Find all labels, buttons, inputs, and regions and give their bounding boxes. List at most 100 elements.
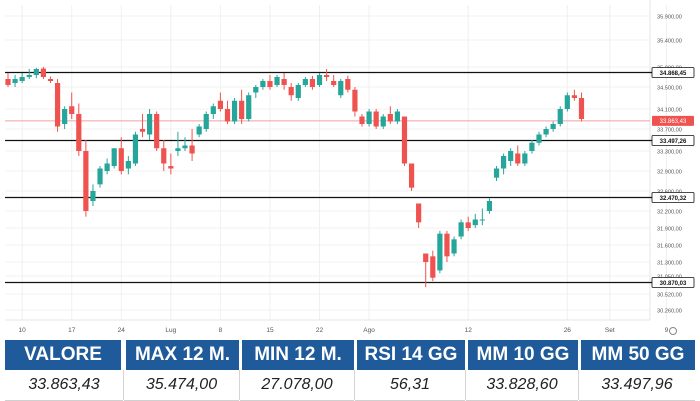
- candle-body: [154, 114, 160, 149]
- candle-body: [175, 148, 181, 151]
- candle-body: [168, 166, 174, 169]
- candle: [430, 250, 436, 282]
- candle: [97, 166, 103, 188]
- candle: [40, 67, 46, 79]
- settings-gear-icon: [669, 327, 677, 335]
- header-mm-10gg: MM 10 GG: [468, 340, 578, 370]
- candle: [260, 79, 266, 90]
- candle: [522, 151, 528, 166]
- y-tick-label: 30.260,00: [657, 309, 682, 315]
- candle: [401, 116, 408, 166]
- candle-body: [501, 156, 507, 169]
- y-tick-label: 32.900,00: [657, 170, 682, 176]
- candle-body: [295, 85, 301, 98]
- candle: [239, 89, 245, 124]
- candle: [231, 98, 238, 124]
- candle-body: [97, 168, 103, 185]
- candle: [302, 77, 308, 87]
- y-tick-label: 33.700,00: [657, 128, 682, 134]
- candle: [416, 203, 422, 228]
- candle: [380, 114, 386, 129]
- x-tick-label: 8: [219, 327, 223, 334]
- candle: [26, 69, 32, 79]
- stats-header-row: VALORE MAX 12 M. MIN 12 M. RSI 14 GG MM …: [5, 340, 695, 370]
- candle-body: [316, 75, 323, 85]
- candle-body: [345, 79, 351, 90]
- candle-body: [69, 106, 75, 114]
- x-tick-label: 12: [465, 327, 473, 334]
- candle: [132, 131, 139, 166]
- candle-body: [62, 109, 68, 124]
- candle-body: [373, 111, 379, 127]
- candle: [224, 100, 231, 124]
- x-tick-label: Lug: [165, 327, 176, 334]
- candle: [529, 140, 535, 154]
- candle-body: [111, 148, 117, 166]
- y-tick-label: 34.500,00: [657, 86, 682, 92]
- candle-body: [543, 129, 549, 135]
- value-valore: 33.863,43: [5, 370, 123, 401]
- candle: [578, 92, 585, 122]
- candle-body: [331, 81, 337, 85]
- candle-body: [231, 100, 238, 122]
- candle: [33, 67, 39, 79]
- candle: [189, 129, 195, 161]
- candle-body: [33, 69, 39, 75]
- candle: [359, 114, 365, 127]
- candle: [125, 156, 131, 175]
- candle: [5, 73, 11, 87]
- candle: [83, 140, 89, 217]
- candle-body: [239, 100, 245, 119]
- candle-body: [465, 222, 471, 228]
- candle-body: [493, 168, 500, 178]
- candle: [47, 76, 54, 83]
- candle-body: [479, 219, 485, 221]
- candle: [324, 69, 330, 81]
- candle-body: [359, 116, 365, 124]
- candle-body: [324, 75, 330, 77]
- candle-body: [416, 203, 422, 223]
- candle-body: [578, 98, 585, 119]
- y-tick-label: 34.100,00: [657, 108, 682, 114]
- candle-body: [40, 68, 46, 77]
- candle: [196, 124, 202, 138]
- candle: [536, 131, 542, 146]
- candle: [118, 137, 124, 175]
- header-valore: VALORE: [5, 340, 121, 370]
- candle: [139, 114, 146, 138]
- candle: [111, 148, 117, 169]
- candle-body: [536, 134, 542, 143]
- level-price-tag: [651, 277, 695, 288]
- candle-body: [182, 145, 188, 149]
- stats-table: VALORE MAX 12 M. MIN 12 M. RSI 14 GG MM …: [5, 340, 695, 401]
- y-tick-label: 32.200,00: [657, 210, 682, 216]
- candle: [543, 126, 549, 138]
- candle-body: [451, 239, 457, 254]
- candle-body: [401, 116, 408, 164]
- candle-body: [550, 124, 556, 129]
- candle-body: [288, 87, 294, 96]
- candle: [246, 92, 252, 122]
- candle: [54, 79, 61, 132]
- candle: [274, 75, 280, 87]
- chart-canvas: 35.900,0035.400,0035.000,0034.500,0034.1…: [5, 0, 695, 335]
- candle-body: [54, 83, 61, 127]
- candle-body: [557, 109, 563, 124]
- candle: [472, 213, 478, 228]
- candle-body: [564, 95, 570, 109]
- candle: [182, 137, 188, 151]
- header-mm-50gg: MM 50 GG: [581, 340, 695, 370]
- y-tick-label: 31.900,00: [657, 227, 682, 233]
- candle: [288, 83, 294, 101]
- candle-body: [224, 109, 231, 122]
- candle-body: [196, 126, 202, 135]
- candle-body: [274, 77, 280, 85]
- candle-body: [147, 114, 153, 135]
- candle: [309, 75, 316, 90]
- header-max-12m: MAX 12 M.: [126, 340, 239, 370]
- level-price-label: 32.470,32: [660, 196, 687, 202]
- candle: [175, 131, 181, 156]
- candle-body: [83, 151, 89, 211]
- candle-body: [267, 81, 273, 87]
- candle: [338, 79, 344, 98]
